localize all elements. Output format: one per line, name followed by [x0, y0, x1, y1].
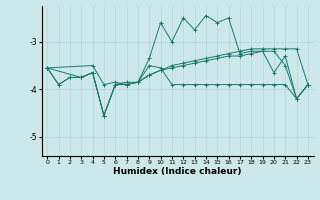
X-axis label: Humidex (Indice chaleur): Humidex (Indice chaleur): [113, 167, 242, 176]
